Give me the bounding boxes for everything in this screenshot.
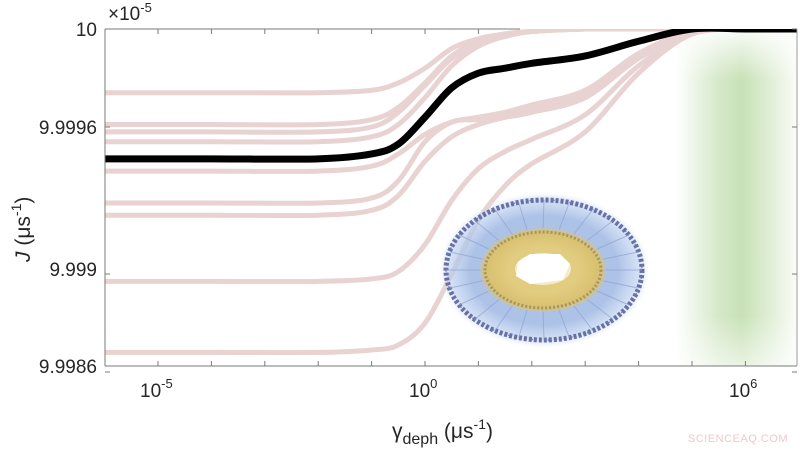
ring-spoke	[474, 220, 501, 243]
ring-spoke	[558, 202, 570, 232]
highlighted-curve	[105, 29, 797, 163]
x-tick-label: 10-5	[140, 376, 173, 402]
y-axis-title: J (μs-1)	[8, 197, 35, 263]
ring-complex-illustration	[438, 192, 650, 348]
ring-spoke	[494, 209, 514, 236]
ring-spoke	[600, 279, 639, 289]
ring-spoke	[558, 308, 570, 338]
realization-curve	[105, 29, 797, 135]
ring-spoke	[572, 209, 594, 236]
ring-spoke	[572, 304, 594, 331]
ring-spoke	[594, 234, 630, 251]
realization-curve	[105, 29, 797, 145]
ring-spoke	[494, 304, 514, 331]
ring-spoke	[542, 199, 545, 231]
x-tick-label: 100	[409, 376, 437, 402]
watermark: SCIENCEAQ.COM	[687, 433, 788, 445]
y-axis-multiplier: ×10-5	[108, 0, 152, 25]
ring-spoke	[518, 202, 528, 232]
ring-spoke	[449, 251, 486, 261]
y-tick-label: 9.9986	[39, 357, 97, 378]
y-tick-label: 10	[76, 20, 97, 41]
ring-spoke	[594, 289, 630, 306]
x-axis-title: γdeph (μs-1)	[392, 416, 493, 448]
ring-spoke	[458, 234, 492, 251]
x-tick-label: 106	[729, 376, 757, 402]
ring-spoke	[585, 220, 614, 243]
ring-spoke	[542, 309, 545, 341]
y-tick-label: 9.999	[49, 260, 97, 281]
ring-spoke	[585, 297, 614, 320]
ring-spoke	[449, 279, 486, 289]
axes-box	[104, 28, 798, 373]
realization-curve	[105, 29, 797, 96]
green-band	[676, 29, 796, 366]
realization-curve	[105, 29, 797, 219]
ring-spoke	[600, 251, 639, 261]
ring-spoke	[518, 308, 528, 338]
ring-spoke	[474, 297, 501, 320]
ring-spoke	[458, 289, 492, 306]
y-tick-label: 9.9996	[39, 118, 97, 139]
